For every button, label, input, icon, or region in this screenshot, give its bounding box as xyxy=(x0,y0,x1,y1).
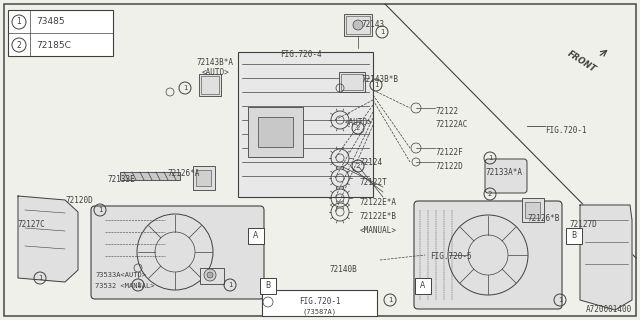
Text: FIG.720-1: FIG.720-1 xyxy=(545,126,587,135)
Text: FRONT: FRONT xyxy=(566,50,598,75)
Text: 72122: 72122 xyxy=(436,107,459,116)
Circle shape xyxy=(353,20,363,30)
Bar xyxy=(248,107,303,157)
Text: 72122D: 72122D xyxy=(436,162,464,171)
Text: (73587A): (73587A) xyxy=(303,309,337,315)
Text: <AUTO>: <AUTO> xyxy=(345,118,372,127)
Circle shape xyxy=(204,269,216,281)
Text: 72126*A: 72126*A xyxy=(168,169,200,178)
Bar xyxy=(566,228,582,244)
Text: FIG.720-4: FIG.720-4 xyxy=(280,50,322,59)
Text: 72124: 72124 xyxy=(360,158,383,167)
Text: <AUTO>: <AUTO> xyxy=(201,68,229,77)
Text: 1: 1 xyxy=(374,82,378,88)
Text: <MANUAL>: <MANUAL> xyxy=(360,226,397,235)
Text: 2: 2 xyxy=(356,163,360,169)
Text: 72143B*B: 72143B*B xyxy=(362,75,399,84)
Text: 72140B: 72140B xyxy=(330,265,358,274)
FancyBboxPatch shape xyxy=(485,159,527,193)
Bar xyxy=(525,202,540,218)
Text: FIG.720-1: FIG.720-1 xyxy=(299,298,341,307)
Text: 1: 1 xyxy=(17,18,21,27)
Text: 1: 1 xyxy=(98,207,102,213)
Text: A: A xyxy=(420,282,426,291)
Bar xyxy=(415,278,431,294)
Text: 72126*B: 72126*B xyxy=(527,214,559,223)
Bar xyxy=(346,16,370,34)
Text: 72127C: 72127C xyxy=(18,220,45,229)
Text: FIG.720-5: FIG.720-5 xyxy=(430,252,472,261)
Text: 72122AC: 72122AC xyxy=(436,120,468,129)
Bar xyxy=(120,172,180,180)
Bar xyxy=(238,52,373,197)
Text: 72122F: 72122F xyxy=(436,148,464,157)
Bar xyxy=(260,278,276,294)
Text: B: B xyxy=(266,282,271,291)
Text: 72185C: 72185C xyxy=(36,41,71,50)
Text: 2: 2 xyxy=(488,191,492,197)
Text: 2: 2 xyxy=(17,41,21,50)
Text: 72143: 72143 xyxy=(362,20,385,29)
Bar xyxy=(196,170,211,186)
Bar xyxy=(193,166,215,190)
Polygon shape xyxy=(18,196,78,282)
Text: 72127D: 72127D xyxy=(570,220,598,229)
Bar xyxy=(248,228,264,244)
Text: 1: 1 xyxy=(557,297,563,303)
Text: 73533A<AUTO>: 73533A<AUTO> xyxy=(95,272,146,278)
Bar xyxy=(522,198,544,222)
Text: 2: 2 xyxy=(356,125,360,131)
Text: 72120D: 72120D xyxy=(65,196,93,205)
Text: 72122E*A: 72122E*A xyxy=(360,198,397,207)
Text: 72122E*B: 72122E*B xyxy=(360,212,397,221)
Circle shape xyxy=(207,272,213,278)
Bar xyxy=(262,290,377,316)
Text: 73532 <MANUAL>: 73532 <MANUAL> xyxy=(95,283,154,289)
Bar xyxy=(258,117,293,147)
Text: A: A xyxy=(253,231,259,241)
Text: 73485: 73485 xyxy=(36,18,65,27)
Text: 1: 1 xyxy=(38,275,42,281)
Text: 72143B*A: 72143B*A xyxy=(196,58,234,67)
Text: B: B xyxy=(572,231,577,241)
Text: 72133E: 72133E xyxy=(108,175,136,184)
Text: 1: 1 xyxy=(183,85,188,91)
FancyBboxPatch shape xyxy=(91,206,264,299)
Text: 72122T: 72122T xyxy=(360,178,388,187)
Bar xyxy=(8,10,113,56)
Bar xyxy=(341,74,363,90)
Bar xyxy=(201,76,219,94)
Bar xyxy=(344,14,372,36)
Bar xyxy=(339,72,365,92)
Text: 72133A*A: 72133A*A xyxy=(485,168,522,177)
Text: 1: 1 xyxy=(136,282,140,288)
Text: 1: 1 xyxy=(388,297,392,303)
Polygon shape xyxy=(580,205,632,310)
Text: 1: 1 xyxy=(380,29,384,35)
Text: A720001400: A720001400 xyxy=(586,305,632,314)
Bar xyxy=(199,74,221,96)
Text: 1: 1 xyxy=(488,155,492,161)
Text: 1: 1 xyxy=(228,282,232,288)
FancyBboxPatch shape xyxy=(414,201,562,309)
Bar xyxy=(200,268,224,284)
